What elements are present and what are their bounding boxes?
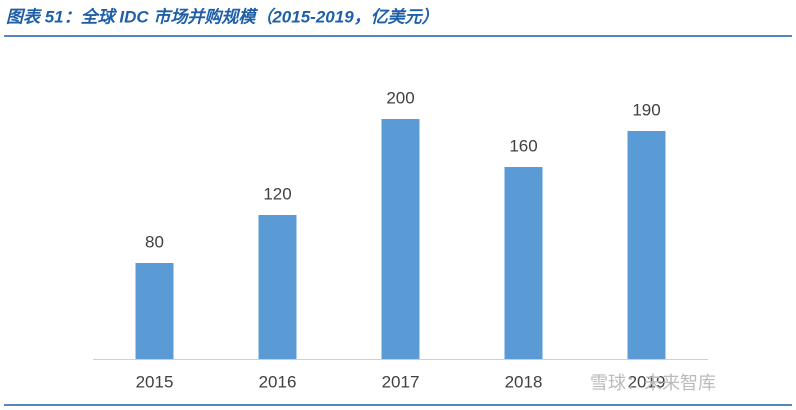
data-label: 160 [509,136,537,155]
bar [627,131,666,359]
x-tick-label: 2016 [259,372,297,391]
data-label: 200 [386,88,414,107]
x-tick-label: 2018 [505,372,543,391]
bar [135,263,174,359]
data-label: 80 [145,232,164,251]
x-tick-label: 2015 [136,372,174,391]
x-tick-label: 2019 [628,372,666,391]
data-label: 190 [632,100,660,119]
bar [381,119,420,359]
bar [258,215,297,359]
x-tick-label: 2017 [382,372,420,391]
watermark: 雪球：未来智库 [590,373,716,393]
data-label: 120 [263,184,291,203]
chart-title: 图表 51：全球 IDC 市场并购规模（2015-2019，亿美元） [6,7,439,26]
bar [504,167,543,359]
